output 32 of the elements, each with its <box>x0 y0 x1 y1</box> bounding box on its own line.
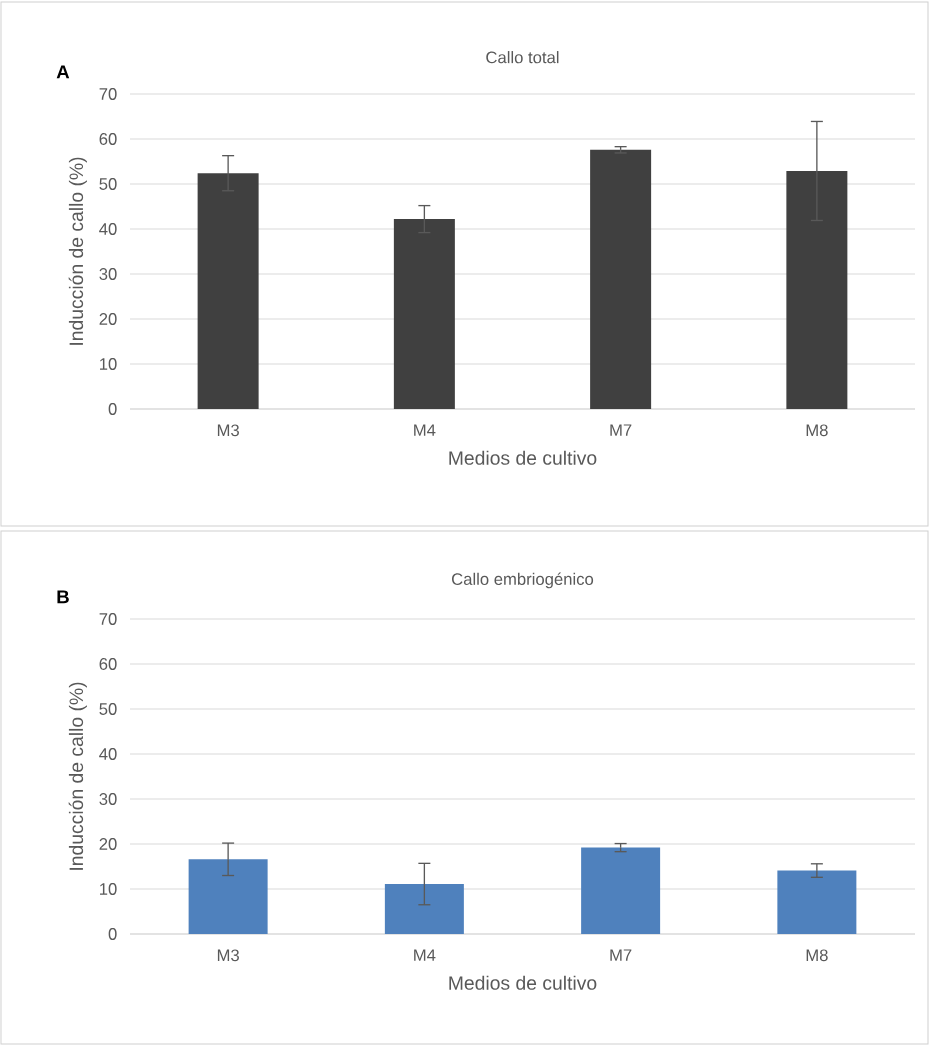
y-axis-title: Inducción de callo (%) <box>68 157 87 345</box>
x-tick-label: M3 <box>217 424 239 437</box>
y-tick-label: 20 <box>99 838 117 850</box>
text: B <box>57 590 69 604</box>
y-tick-label: 50 <box>99 178 117 190</box>
chart-title: Callo total <box>486 51 559 64</box>
y-tick-label: 20 <box>99 313 117 325</box>
x-tick-label: M4 <box>414 949 436 961</box>
x-tick-label: M7 <box>610 424 632 436</box>
y-tick-label: 40 <box>99 748 117 760</box>
y-tick-label: 10 <box>100 883 117 895</box>
y-tick-label: 10 <box>100 358 117 370</box>
y-tick-label: 70 <box>99 613 117 625</box>
chart-title: Callo embriogénico <box>452 572 594 589</box>
x-tick-label: M8 <box>806 424 828 437</box>
y-tick-label: 30 <box>99 793 117 805</box>
y-tick-label: 60 <box>99 133 117 145</box>
x-tick-label: M3 <box>217 949 239 962</box>
y-tick-label: 0 <box>108 403 117 415</box>
y-tick-label: 40 <box>99 223 117 235</box>
text: A <box>56 65 70 79</box>
x-tick-label: M4 <box>414 424 436 436</box>
y-tick-label: 70 <box>99 88 117 100</box>
y-tick-label: 30 <box>99 268 117 280</box>
x-tick-label: M7 <box>610 949 632 961</box>
y-tick-label: 50 <box>99 703 117 715</box>
x-axis-title: Medios de cultivo <box>449 975 597 990</box>
x-tick-label: M8 <box>806 949 828 962</box>
x-axis-title: Medios de cultivo <box>449 450 597 465</box>
y-axis-title: Inducción de callo (%) <box>68 682 87 870</box>
y-tick-label: 60 <box>99 658 117 670</box>
y-tick-label: 0 <box>108 928 117 940</box>
